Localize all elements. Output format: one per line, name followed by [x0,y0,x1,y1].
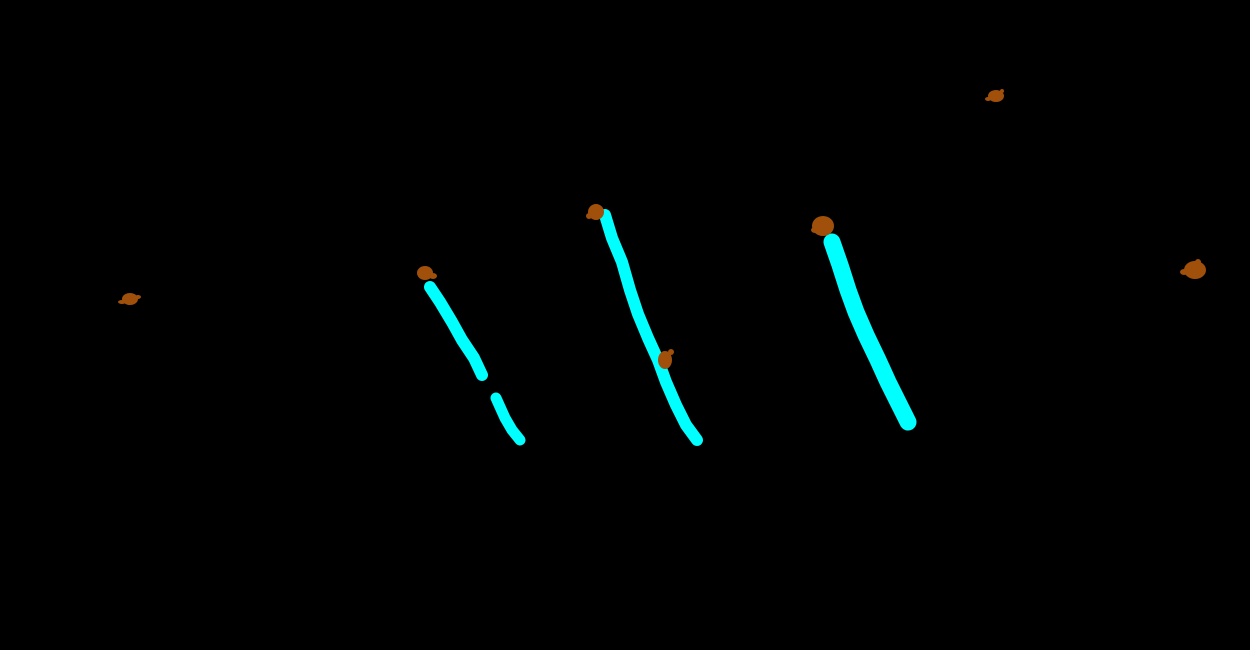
brown-blobs [118,89,1206,369]
brown-blob-2 [417,266,437,280]
brown-blob-3 [586,204,604,220]
brown-blob-7 [1180,259,1206,279]
cyan-streak-2 [599,209,703,446]
brown-blob-4 [658,349,674,369]
cyan-streak-1a [424,281,488,381]
brown-blob-5 [811,216,834,236]
cyan-streaks [424,209,917,446]
brown-blob-6 [985,89,1004,102]
cyan-streak-3 [823,233,917,431]
brown-blob-1 [118,293,141,305]
cyan-streak-1b [490,392,526,446]
